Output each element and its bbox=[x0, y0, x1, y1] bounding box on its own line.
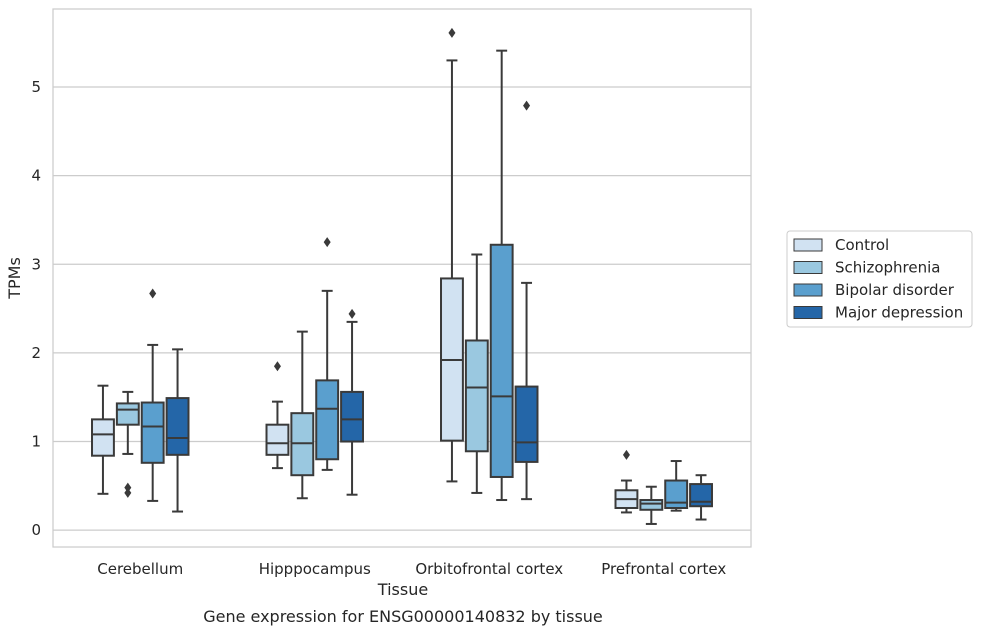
outlier-point bbox=[323, 237, 331, 248]
legend-swatch-bipolar-disorder bbox=[793, 283, 823, 297]
y-tick-label-5: 5 bbox=[31, 78, 41, 96]
box-schizophrenia-cerebellum bbox=[115, 390, 140, 498]
y-axis-title: TPMs bbox=[5, 257, 24, 300]
outlier-point bbox=[523, 100, 531, 111]
outlier-point bbox=[622, 449, 630, 460]
plot-area-frame bbox=[52, 8, 752, 548]
y-axis-tick-labels: 0 1 2 3 4 5 bbox=[31, 78, 41, 539]
chart-caption: Gene expression for ENSG00000140832 by t… bbox=[203, 607, 603, 626]
outlier-point bbox=[448, 27, 456, 38]
legend-label-major-depression: Major depression bbox=[835, 304, 963, 322]
box-major-depression-hipppocampus bbox=[340, 308, 364, 496]
box-bipolar-disorder-cerebellum bbox=[140, 288, 165, 502]
legend-swatch-schizophrenia bbox=[793, 261, 823, 274]
box-major-depression-prefrontal-cortex bbox=[689, 474, 713, 521]
box-iqr bbox=[140, 401, 165, 464]
legend: Control Schizophrenia Bipolar disorder Majo… bbox=[786, 230, 973, 328]
box-iqr bbox=[115, 402, 140, 426]
legend-item-control: Control bbox=[793, 236, 889, 254]
outlier-point bbox=[273, 361, 281, 372]
legend-item-bipolar-disorder: Bipolar disorder bbox=[793, 281, 955, 299]
box-iqr bbox=[315, 379, 340, 461]
x-tick-label-cerebellum: Cerebellum bbox=[97, 560, 183, 578]
legend-item-major-depression: Major depression bbox=[793, 304, 963, 322]
legend-swatch-major-depression bbox=[793, 306, 823, 319]
box-iqr bbox=[91, 418, 115, 457]
box-iqr bbox=[664, 479, 689, 510]
box-iqr bbox=[464, 339, 489, 453]
box-control-orbitofrontal-cortex bbox=[440, 27, 464, 483]
box-iqr bbox=[489, 243, 514, 478]
box-schizophrenia-prefrontal-cortex bbox=[639, 485, 664, 525]
box-iqr bbox=[265, 423, 290, 456]
legend-frame bbox=[786, 230, 973, 328]
box-schizophrenia-hipppocampus bbox=[290, 330, 315, 500]
box-plots bbox=[91, 27, 713, 525]
box-iqr bbox=[689, 483, 713, 508]
y-tick-label-2: 2 bbox=[31, 344, 41, 362]
legend-swatch-control bbox=[793, 238, 823, 252]
outlier-point bbox=[348, 308, 356, 319]
y-tick-label-0: 0 bbox=[31, 521, 41, 539]
legend-label-schizophrenia: Schizophrenia bbox=[835, 259, 940, 277]
box-iqr bbox=[514, 385, 539, 463]
box-iqr bbox=[340, 390, 364, 443]
box-schizophrenia-orbitofrontal-cortex bbox=[464, 253, 489, 494]
box-bipolar-disorder-orbitofrontal-cortex bbox=[489, 49, 514, 502]
box-iqr bbox=[639, 499, 664, 511]
x-axis-title: Tissue bbox=[377, 580, 428, 599]
outlier-point bbox=[124, 487, 132, 498]
y-tick-label-1: 1 bbox=[31, 433, 41, 451]
box-bipolar-disorder-prefrontal-cortex bbox=[664, 460, 689, 512]
outlier-point bbox=[124, 482, 132, 493]
outlier-point bbox=[149, 288, 157, 299]
x-tick-label-prefrontal-cortex: Prefrontal cortex bbox=[601, 560, 726, 578]
x-axis-tick-labels: Cerebellum Hipppocampus Orbitofrontal cort… bbox=[97, 560, 726, 578]
legend-item-schizophrenia: Schizophrenia bbox=[793, 259, 940, 277]
box-control-hipppocampus bbox=[265, 361, 290, 470]
box-control-cerebellum bbox=[91, 384, 115, 495]
x-tick-label-hipppocampus: Hipppocampus bbox=[259, 560, 371, 578]
box-iqr bbox=[165, 397, 190, 456]
box-major-depression-orbitofrontal-cortex bbox=[514, 100, 539, 501]
box-bipolar-disorder-hipppocampus bbox=[315, 237, 340, 471]
x-tick-label-orbitofrontal-cortex: Orbitofrontal cortex bbox=[415, 560, 563, 578]
legend-label-control: Control bbox=[835, 236, 889, 254]
box-major-depression-cerebellum bbox=[165, 348, 190, 513]
legend-label-bipolar-disorder: Bipolar disorder bbox=[835, 281, 955, 299]
y-tick-label-3: 3 bbox=[31, 255, 41, 273]
y-tick-label-4: 4 bbox=[31, 167, 41, 185]
box-control-prefrontal-cortex bbox=[614, 449, 639, 514]
